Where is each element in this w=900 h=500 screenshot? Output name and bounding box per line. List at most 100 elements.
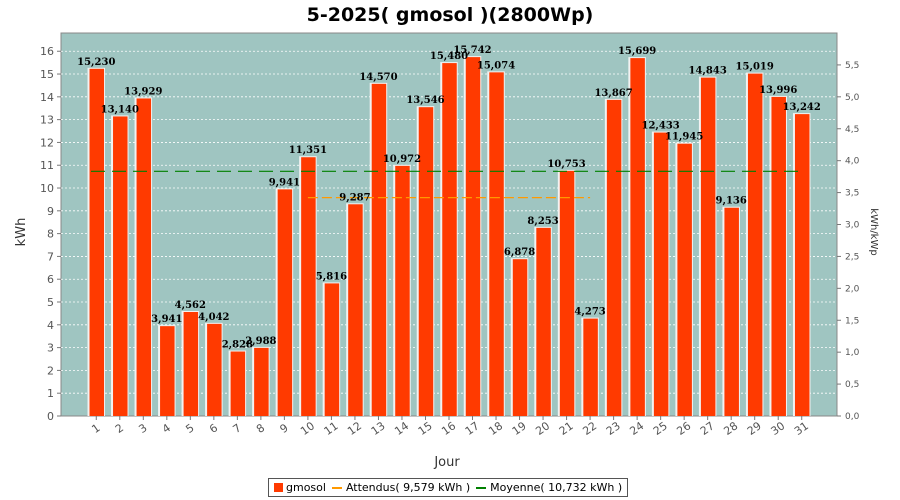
- bar: [324, 283, 340, 416]
- bars: [87, 56, 811, 417]
- data-label: 12,433: [641, 121, 679, 132]
- x-tick-label: 13: [369, 419, 388, 438]
- bar: [301, 157, 316, 416]
- bar: [583, 318, 598, 416]
- bar: [136, 98, 152, 416]
- x-tick-label: 22: [580, 419, 599, 438]
- data-label: 15,699: [618, 46, 656, 57]
- data-label: 10,972: [383, 154, 421, 165]
- bar: [559, 170, 575, 416]
- data-label: 9,287: [339, 192, 370, 203]
- y2-tick-label: 1,0: [845, 348, 860, 358]
- data-label: 14,570: [359, 72, 397, 83]
- x-tick-label: 21: [557, 419, 576, 438]
- y-axis-right: 0,0 0,5 1,0 1,5 2,0 2,5 3,0 3,5 4,0 4,5 5,0 5,5: [837, 61, 860, 422]
- x-tick-label: 20: [533, 419, 552, 438]
- data-label: 5,816: [316, 271, 347, 282]
- x-tick-label: 11: [322, 419, 341, 438]
- x-tick-label: 27: [698, 419, 717, 438]
- bar: [630, 58, 645, 416]
- y-tick-label: 3: [47, 342, 54, 355]
- x-tick-label: 30: [768, 419, 787, 438]
- x-tick-label: 15: [416, 419, 435, 438]
- x-tick-label: 10: [298, 419, 317, 438]
- bar: [183, 311, 199, 416]
- bar: [230, 351, 246, 416]
- bar: [113, 116, 128, 417]
- bar: [677, 143, 692, 416]
- x-tick-label: 25: [651, 419, 670, 438]
- data-label: 11,351: [289, 145, 327, 156]
- data-label: 13,867: [594, 88, 632, 99]
- x-tick-label: 16: [439, 419, 458, 438]
- bar: [442, 63, 457, 416]
- legend-item-moyenne: Moyenne( 10,732 kWh ): [476, 481, 622, 494]
- bar: [371, 83, 387, 417]
- y-axis-label: kWh: [14, 218, 29, 247]
- data-label: 13,546: [406, 95, 444, 106]
- y2-tick-label: 0,0: [845, 412, 860, 422]
- data-label: 3,941: [151, 314, 182, 325]
- bar: [724, 207, 739, 416]
- bar: [700, 77, 716, 417]
- x-tick-label: 6: [207, 421, 220, 436]
- bar: [606, 99, 622, 416]
- x-tick-label: 29: [745, 419, 764, 438]
- data-label: 15,230: [77, 57, 115, 68]
- data-label: 13,140: [101, 104, 139, 115]
- y2-tick-label: 4,5: [845, 125, 859, 135]
- y-tick-label: 12: [40, 136, 54, 149]
- data-label: 15,480: [430, 51, 468, 62]
- data-label: 14,843: [689, 66, 727, 77]
- y2-tick-label: 3,0: [845, 221, 860, 231]
- data-label: 2,988: [245, 336, 276, 347]
- y-tick-label: 14: [40, 91, 54, 104]
- bar: [465, 57, 481, 417]
- y-tick-label: 10: [40, 182, 54, 195]
- x-tick-label: 2: [113, 421, 126, 436]
- y-tick-label: 13: [40, 114, 54, 127]
- data-label: 6,878: [504, 247, 535, 258]
- x-tick-label: 3: [136, 421, 149, 436]
- data-label: 15,742: [453, 45, 491, 56]
- y-tick-label: 8: [47, 228, 54, 241]
- x-tick-label: 31: [792, 419, 811, 438]
- x-tick-label: 23: [604, 419, 623, 438]
- data-label: 4,562: [175, 300, 206, 311]
- data-label: 2,828: [222, 340, 253, 351]
- y-tick-label: 5: [47, 296, 54, 309]
- data-label: 11,945: [665, 132, 703, 143]
- bar: [794, 114, 810, 417]
- reference-lines: [91, 170, 799, 199]
- legend-swatch-attendus: [331, 486, 342, 489]
- x-tick-label: 5: [183, 421, 196, 436]
- bar: [747, 73, 763, 416]
- y-tick-label: 15: [40, 68, 54, 81]
- y2-tick-label: 5,5: [845, 61, 859, 71]
- data-label: 13,996: [759, 85, 797, 96]
- y2-tick-label: 1,5: [845, 316, 859, 326]
- y-tick-label: 16: [40, 45, 54, 58]
- legend-swatch-gmosol: [274, 483, 283, 492]
- data-label: 8,253: [527, 216, 558, 227]
- legend-swatch-moyenne: [476, 486, 487, 489]
- legend-label-moyenne: Moyenne( 10,732 kWh ): [490, 481, 623, 494]
- legend-item-gmosol: gmosol: [274, 481, 326, 494]
- data-label: 13,242: [783, 102, 821, 113]
- y-tick-label: 9: [47, 205, 54, 218]
- x-tick-label: 9: [278, 421, 291, 436]
- x-tick-label: 8: [254, 421, 267, 436]
- x-tick-label: 12: [345, 419, 364, 438]
- bar: [653, 132, 669, 417]
- legend-label-gmosol: gmosol: [286, 481, 326, 494]
- bar: [418, 107, 434, 417]
- y2-tick-label: 2,0: [845, 284, 860, 294]
- x-tick-label: 28: [721, 419, 740, 438]
- bar: [277, 189, 293, 416]
- y2-tick-label: 3,5: [845, 189, 859, 199]
- x-axis-label: Jour: [433, 455, 460, 470]
- y2-tick-label: 4,0: [845, 157, 860, 167]
- x-tick-label: 1: [89, 421, 102, 436]
